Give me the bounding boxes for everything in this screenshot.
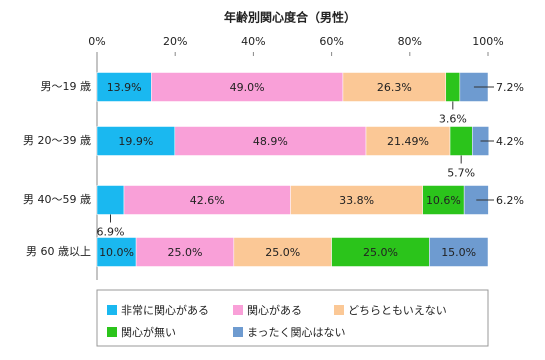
y-tick-label: 男 40～59 歳 [23, 193, 91, 206]
bar-segment [449, 126, 473, 156]
x-tick-label: 20% [163, 35, 187, 48]
bar-segment [342, 72, 447, 102]
bar-segment [422, 185, 465, 215]
x-tick-label: 80% [398, 35, 422, 48]
value-label: 7.2% [496, 81, 524, 94]
value-label: 25.0% [265, 246, 300, 259]
legend-swatch [233, 305, 243, 315]
bar-segment [96, 126, 176, 156]
value-label: 10.6% [426, 194, 461, 207]
value-label: 49.0% [230, 81, 265, 94]
value-label: 48.9% [253, 135, 288, 148]
value-label: 25.0% [167, 246, 202, 259]
value-label: 3.6% [439, 113, 467, 126]
bar-segment [123, 185, 291, 215]
y-tick-label: 男～19 歳 [41, 80, 92, 93]
bar-segment [290, 185, 423, 215]
bar-segment [429, 237, 489, 267]
legend-swatch [107, 305, 117, 315]
legend-swatch [233, 327, 243, 337]
legend-box [96, 289, 489, 347]
value-label: 33.8% [339, 194, 374, 207]
value-label: 42.6% [190, 194, 225, 207]
bar-segment [233, 237, 332, 267]
bar-segment [96, 185, 125, 215]
legend-label: 関心が無い [121, 325, 176, 339]
bar-segment [151, 72, 344, 102]
bar-segment [96, 237, 137, 267]
bar-segment [365, 126, 451, 156]
x-tick-label: 60% [319, 35, 343, 48]
value-label: 4.2% [496, 135, 524, 148]
chart-title: 年齢別関心度合（男性） [224, 10, 356, 25]
legend-label: まったく関心はない [247, 326, 346, 339]
bar-segment [331, 237, 430, 267]
bar-segment [135, 237, 235, 267]
value-label: 13.9% [107, 81, 142, 94]
legend-swatch [334, 305, 344, 315]
bar-segment [96, 72, 152, 102]
legend-label: どちらともいえない [348, 304, 447, 317]
x-tick-label: 40% [241, 35, 265, 48]
x-tick-label: 100% [472, 35, 503, 48]
value-label: 6.2% [496, 194, 524, 207]
value-label: 21.49% [387, 135, 429, 148]
legend-swatch [107, 327, 117, 337]
value-label: 15.0% [441, 246, 476, 259]
y-tick-label: 男 60 歳以上 [26, 245, 91, 258]
y-tick-label: 男 20～39 歳 [23, 134, 91, 147]
value-label: 26.3% [377, 81, 412, 94]
legend-label: 非常に関心がある [121, 303, 209, 317]
value-label: 25.0% [363, 246, 398, 259]
bar-segment [174, 126, 367, 156]
x-tick-label: 0% [88, 35, 105, 48]
value-label: 10.0% [99, 246, 134, 259]
value-label: 5.7% [447, 167, 475, 180]
value-label: 6.9% [97, 226, 125, 239]
value-label: 19.9% [118, 135, 153, 148]
bar-segment [445, 72, 461, 102]
legend-label: 関心がある [247, 303, 302, 317]
